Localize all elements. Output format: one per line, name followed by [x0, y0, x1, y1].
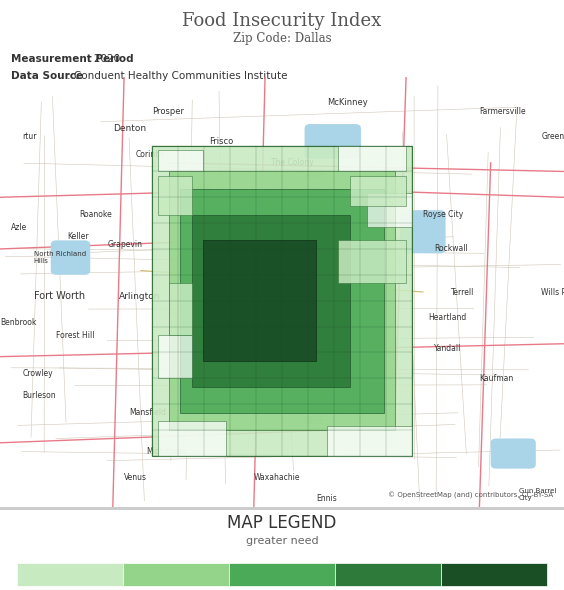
- Text: Benbrook: Benbrook: [0, 317, 36, 327]
- Text: Food Insecurity Index: Food Insecurity Index: [182, 12, 382, 30]
- Bar: [180, 189, 384, 412]
- Bar: [152, 146, 412, 455]
- Text: Fort Worth: Fort Worth: [34, 291, 85, 301]
- Text: Lewisville: Lewisville: [169, 184, 210, 193]
- Text: Prosper: Prosper: [152, 107, 184, 116]
- Text: Farmersville: Farmersville: [479, 107, 526, 116]
- FancyBboxPatch shape: [491, 438, 536, 468]
- Text: Midlothian: Midlothian: [147, 447, 187, 456]
- Bar: [441, 563, 547, 586]
- Text: Perris: Perris: [305, 417, 326, 426]
- Bar: [203, 240, 316, 361]
- Bar: [338, 146, 406, 172]
- Text: Allen: Allen: [305, 171, 324, 181]
- Bar: [335, 563, 441, 586]
- Text: Greenville: Greenville: [541, 133, 564, 142]
- Bar: [169, 283, 192, 335]
- Text: Plano: Plano: [310, 193, 335, 202]
- Text: Rockwall: Rockwall: [434, 244, 468, 254]
- Text: Royse City: Royse City: [423, 210, 463, 219]
- Text: Forest Hill: Forest Hill: [56, 330, 95, 340]
- Bar: [338, 240, 406, 283]
- Text: Data Source: Data Source: [11, 71, 83, 81]
- Bar: [350, 176, 406, 206]
- Text: Measurement Period: Measurement Period: [11, 54, 134, 64]
- Bar: [229, 563, 335, 586]
- Text: greater need: greater need: [246, 536, 318, 546]
- Text: Ennis: Ennis: [316, 494, 337, 503]
- Text: Frisco: Frisco: [209, 137, 233, 146]
- FancyBboxPatch shape: [51, 240, 90, 275]
- Text: Grapevin: Grapevin: [107, 240, 142, 249]
- Text: : 2020: : 2020: [87, 54, 121, 64]
- Text: MAP LEGEND: MAP LEGEND: [227, 514, 337, 532]
- Text: Arlington: Arlington: [118, 292, 160, 301]
- Text: Wills Po: Wills Po: [541, 287, 564, 297]
- Text: Burleson: Burleson: [23, 391, 56, 400]
- Bar: [169, 172, 395, 430]
- Bar: [158, 150, 203, 172]
- Text: Crowley: Crowley: [23, 369, 53, 378]
- Text: McKinney: McKinney: [327, 98, 368, 107]
- Text: Mansfield: Mansfield: [130, 408, 167, 417]
- Text: : Conduent Healthy Communities Institute: : Conduent Healthy Communities Institute: [67, 71, 287, 81]
- Text: © OpenStreetMap (and) contributors, CC-BY-SA: © OpenStreetMap (and) contributors, CC-B…: [387, 491, 553, 499]
- Text: rtur: rtur: [23, 133, 37, 142]
- Text: Roanoke: Roanoke: [79, 210, 112, 219]
- Bar: [367, 193, 412, 227]
- Text: Venus: Venus: [124, 473, 147, 482]
- Text: Yandall: Yandall: [434, 343, 462, 353]
- Bar: [327, 425, 412, 455]
- Text: Azle: Azle: [11, 223, 28, 232]
- Text: Kaufman: Kaufman: [479, 373, 514, 383]
- Text: Heartland: Heartland: [429, 313, 467, 322]
- Text: Denton: Denton: [113, 124, 146, 133]
- Text: Keller: Keller: [68, 231, 89, 241]
- Bar: [158, 335, 192, 378]
- Bar: [192, 215, 350, 387]
- Text: Zip Code: Dallas: Zip Code: Dallas: [233, 32, 331, 45]
- Text: Corinth: Corinth: [135, 150, 164, 159]
- Text: Terrell: Terrell: [451, 287, 474, 297]
- Text: Waxahachie: Waxahachie: [254, 473, 300, 482]
- FancyBboxPatch shape: [305, 124, 361, 159]
- Bar: [0, 507, 564, 510]
- Bar: [158, 176, 192, 215]
- Text: The Colony: The Colony: [271, 158, 314, 168]
- Text: Gun Barrel
City: Gun Barrel City: [519, 488, 556, 501]
- Bar: [158, 421, 226, 455]
- Bar: [123, 563, 229, 586]
- Text: Wylie: Wylie: [378, 188, 399, 198]
- FancyBboxPatch shape: [400, 210, 446, 253]
- Bar: [17, 563, 123, 586]
- Text: North Richland
Hills: North Richland Hills: [34, 251, 86, 264]
